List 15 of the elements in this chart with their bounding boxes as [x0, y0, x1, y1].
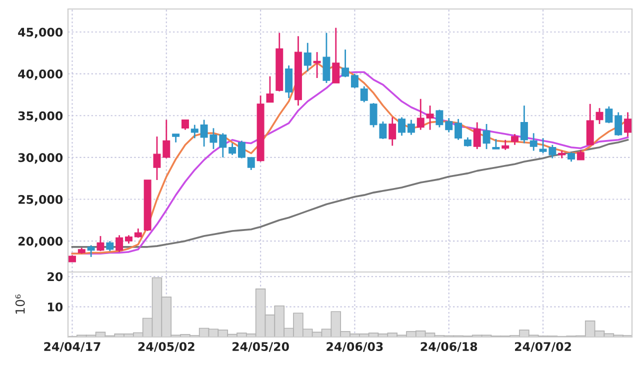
y-tick-label: 25,000	[18, 194, 63, 206]
x-tick-label: 24/05/02	[138, 342, 194, 352]
y-axis-title: 10⁶	[15, 294, 25, 314]
y-tick-label: 10	[48, 302, 63, 312]
x-tick-label: 24/07/02	[515, 342, 571, 352]
y-tick-label: 20	[48, 272, 63, 282]
y-tick-label: 40,000	[18, 70, 63, 80]
y-tick-label: 45,000	[18, 28, 63, 38]
x-tick-label: 24/06/18	[420, 342, 478, 352]
x-tick-label: 24/05/20	[232, 342, 289, 352]
y-tick-label: 30,000	[18, 153, 63, 164]
y-tick-label: 35,000	[18, 111, 63, 122]
y-tick-label: 20,000	[18, 236, 63, 248]
x-tick-label: 24/06/03	[326, 342, 383, 352]
x-tick-label: 24/04/17	[44, 342, 100, 352]
